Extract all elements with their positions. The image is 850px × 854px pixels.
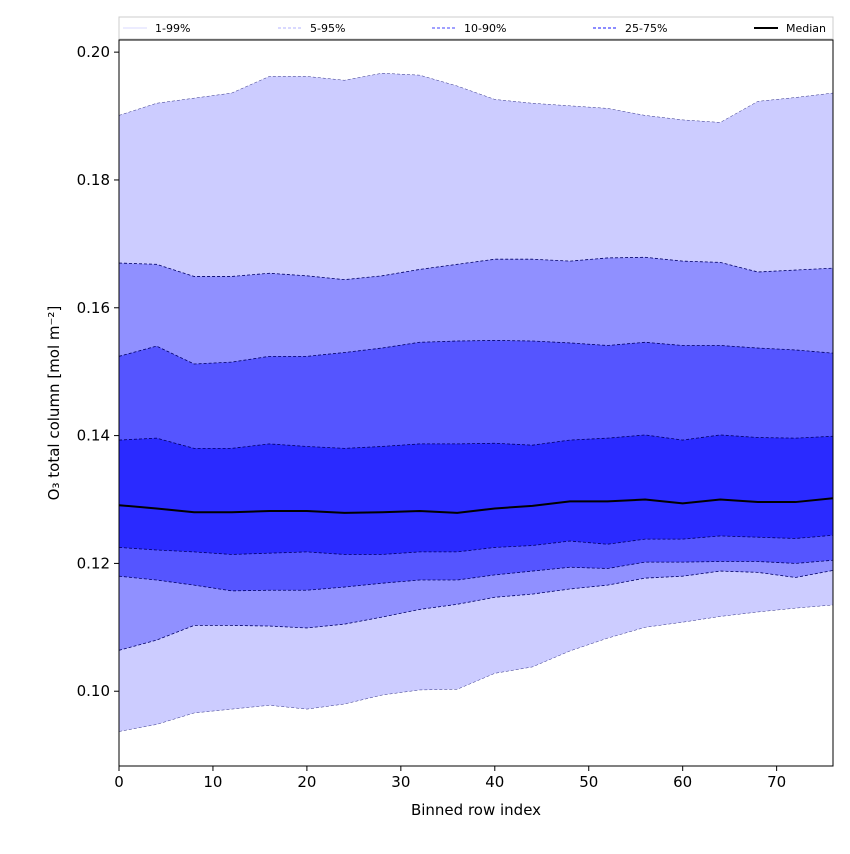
y-tick-label: 0.18 [77, 171, 110, 189]
legend-label-Median: Median [786, 22, 826, 35]
legend-label-5-95%: 5-95% [310, 22, 345, 35]
legend-label-25-75%: 25-75% [625, 22, 667, 35]
x-tick-label: 60 [673, 773, 692, 791]
band-25-75% [119, 434, 833, 555]
median-line [119, 497, 833, 514]
band-edge-upper-25-75% [119, 434, 833, 449]
x-tick-label: 70 [767, 773, 786, 791]
legend-label-1-99%: 1-99% [155, 22, 190, 35]
x-tick-label: 50 [579, 773, 598, 791]
x-tick-label: 30 [391, 773, 410, 791]
y-tick-label: 0.20 [77, 43, 110, 61]
y-tick-label: 0.16 [77, 299, 110, 317]
band-edge-upper-1-99% [119, 73, 833, 123]
band-edge-lower-10-90% [119, 559, 833, 592]
band-edge-upper-10-90% [119, 339, 833, 365]
y-tick-label: 0.14 [77, 427, 110, 445]
y-axis-label: O₃ total column [mol m⁻²] [45, 306, 63, 501]
band-edge-upper-5-95% [119, 256, 833, 281]
x-axis-label: Binned row index [411, 801, 541, 819]
legend-box [118, 16, 834, 40]
x-tick-label: 0 [114, 773, 124, 791]
x-tick-label: 40 [485, 773, 504, 791]
band-edge-lower-1-99% [119, 604, 833, 732]
band-edge-lower-25-75% [119, 534, 833, 555]
legend-label-10-90%: 10-90% [464, 22, 506, 35]
axes-frame [118, 39, 834, 767]
x-tick-label: 20 [297, 773, 316, 791]
y-tick-label: 0.12 [77, 554, 110, 572]
x-tick-label: 10 [203, 773, 222, 791]
y-tick-label: 0.10 [77, 682, 110, 700]
plot-area [119, 73, 833, 732]
